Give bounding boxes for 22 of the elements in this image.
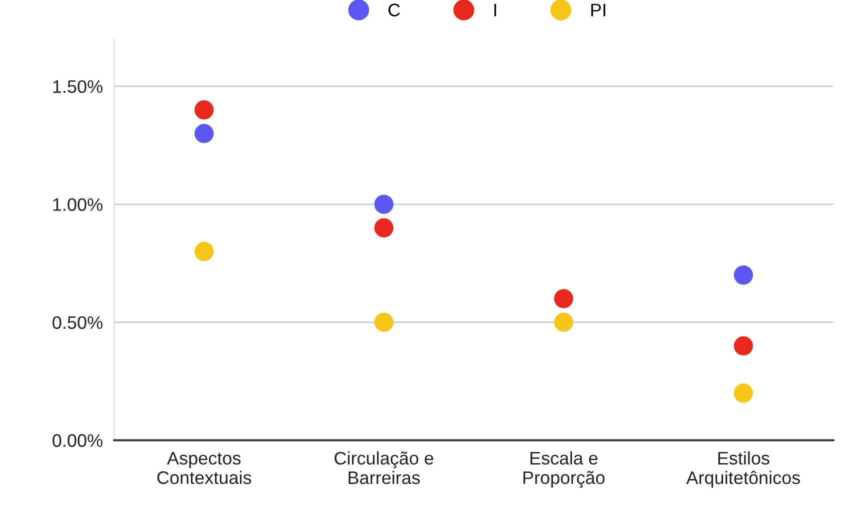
x-tick-label: Aspectos Contextuais: [157, 452, 252, 484]
legend-label: C: [388, 4, 400, 16]
point: [374, 194, 394, 214]
point: [374, 312, 394, 332]
y-tick-label: 1.50%: [53, 80, 102, 93]
x-tick-label: Circulação e Barreiras: [334, 451, 434, 484]
legend-label: PI: [591, 4, 606, 16]
point: [194, 124, 214, 144]
point: [374, 218, 394, 238]
point: [554, 289, 574, 308]
legend-label: I: [494, 4, 496, 16]
y-tick-label: 0.50%: [52, 316, 102, 329]
point: [554, 312, 574, 332]
x-tick-label: Estilos Arquitetônicos: [686, 451, 800, 488]
point: [194, 100, 214, 120]
y-tick-label: 0.00%: [52, 434, 102, 447]
point: [734, 265, 753, 285]
x-tick-label: Escala e Proporção: [523, 451, 605, 488]
point: [194, 242, 214, 262]
point: [734, 336, 753, 356]
point: [734, 383, 753, 403]
y-tick-label: 1.00%: [53, 198, 102, 211]
